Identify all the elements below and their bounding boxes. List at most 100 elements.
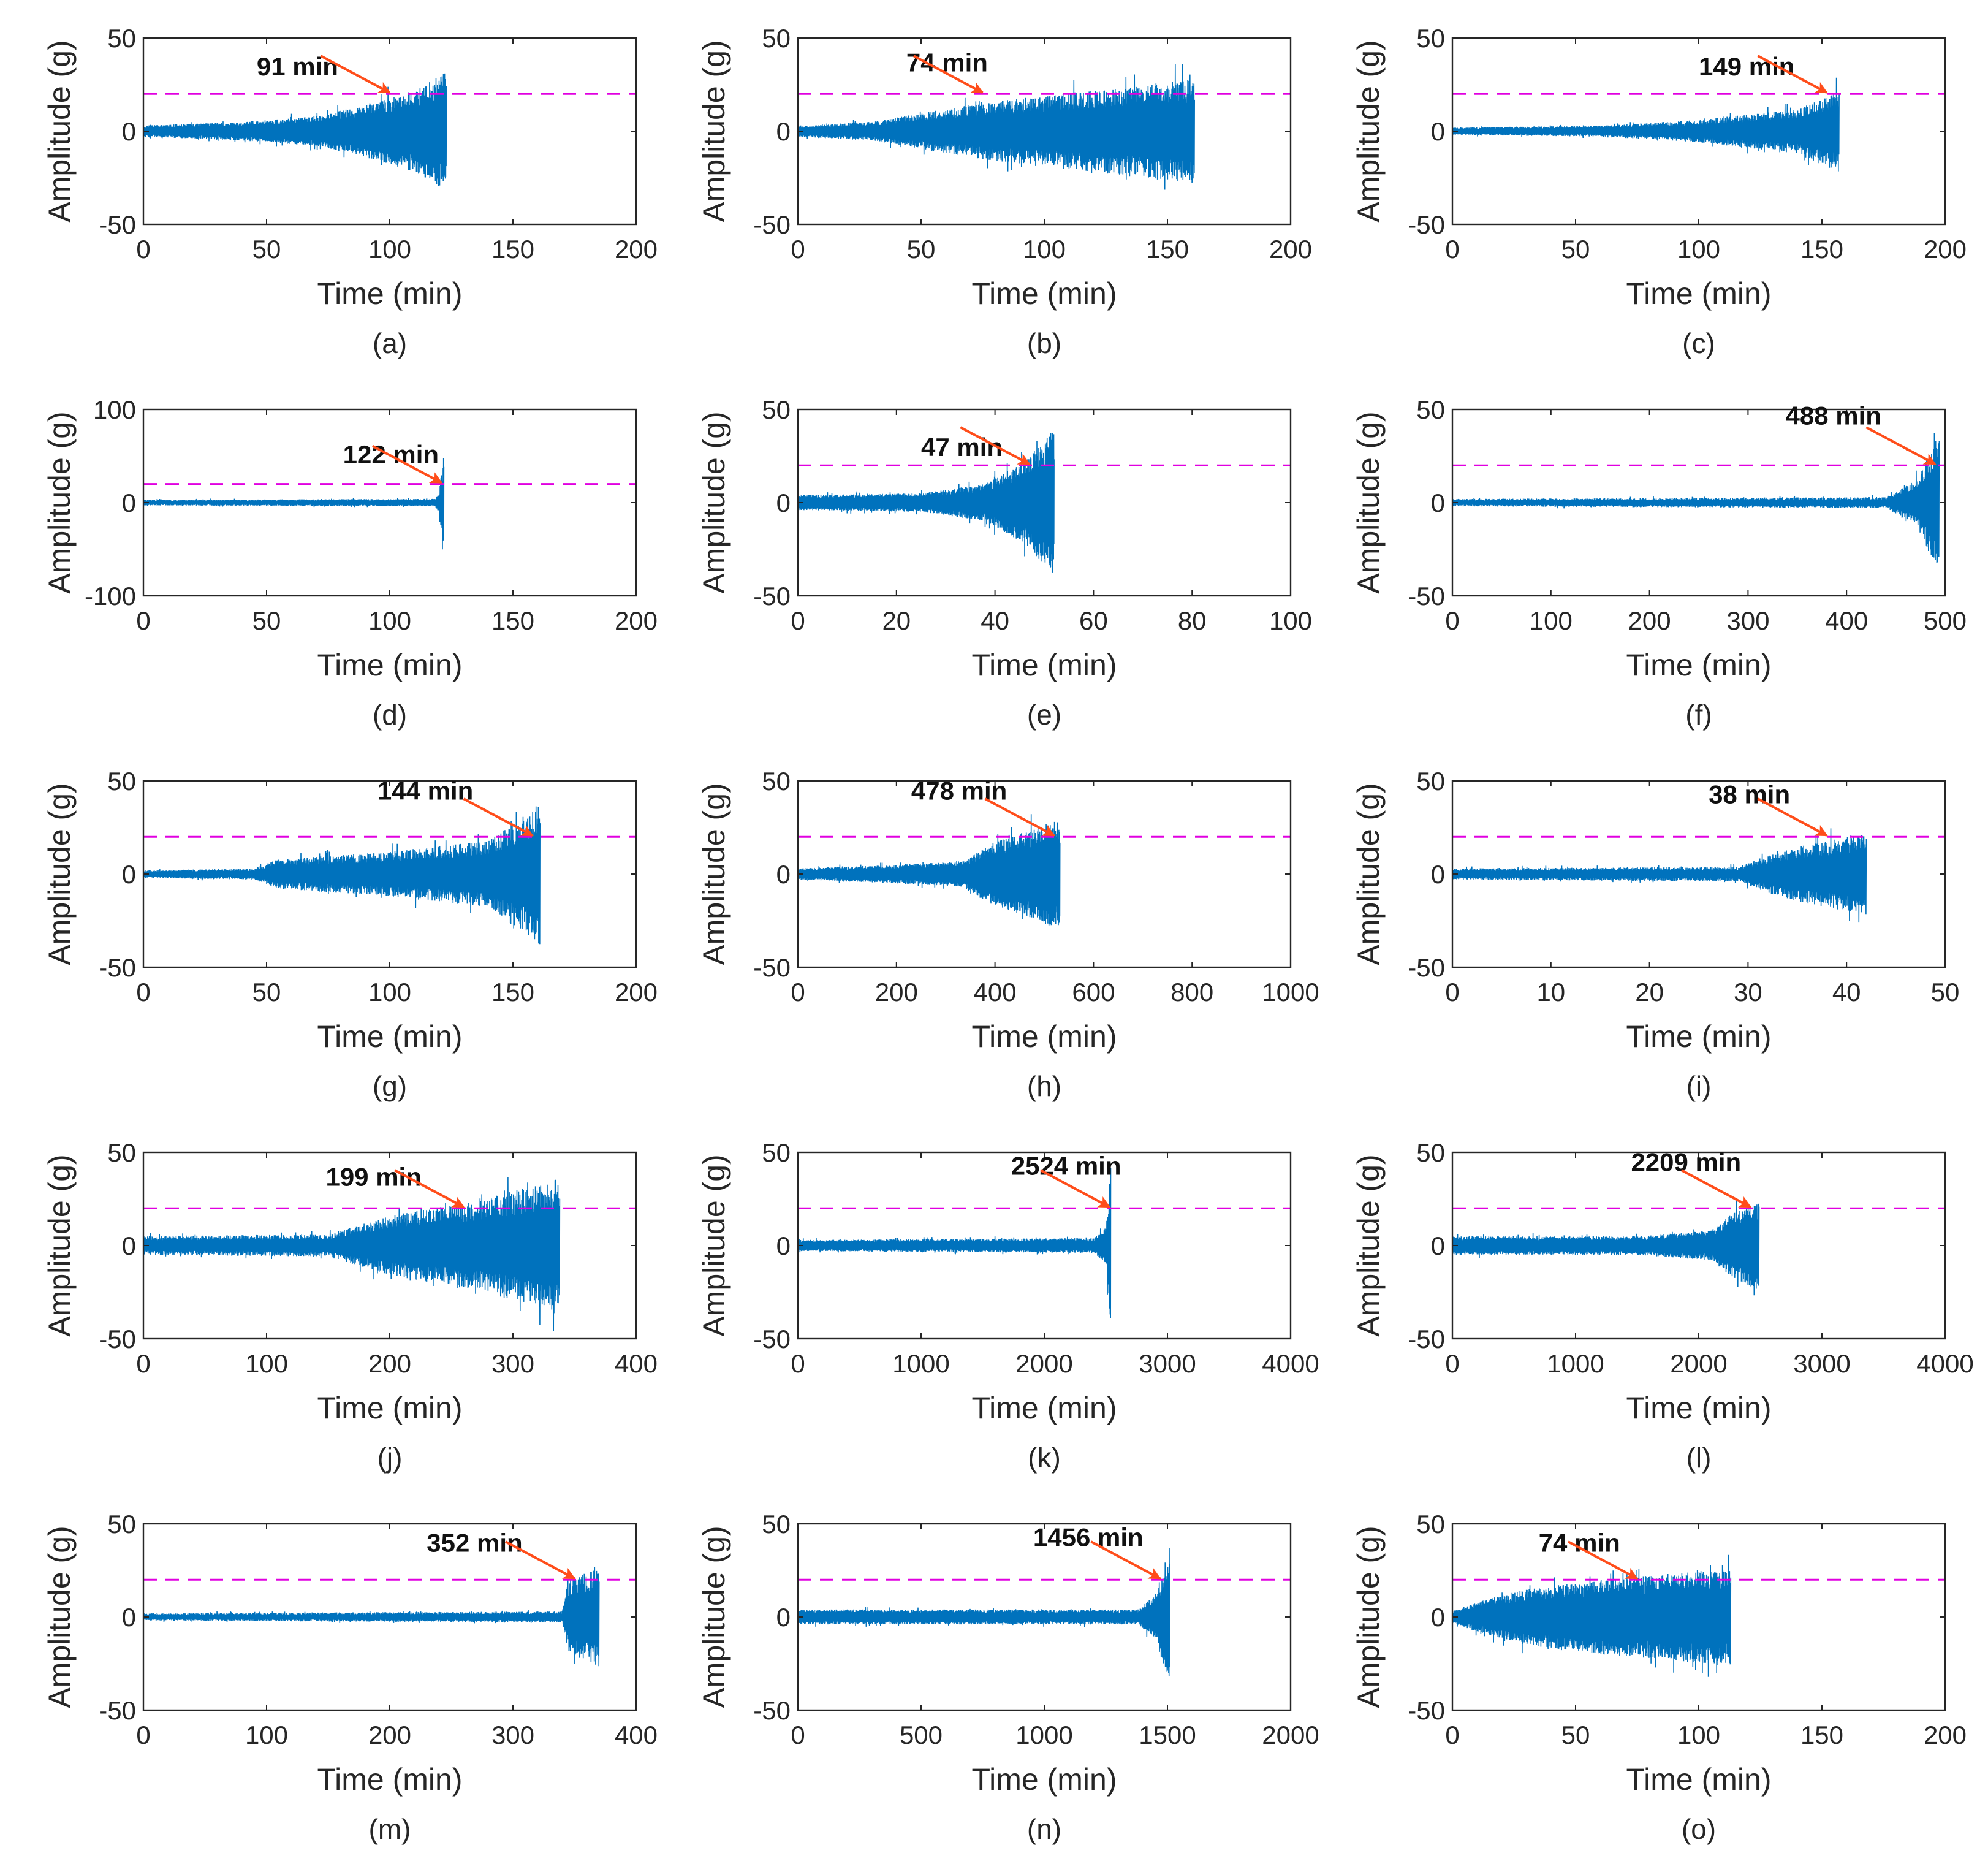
y-axis-label: Amplitude (g) <box>1351 1154 1386 1336</box>
signal-trace <box>1452 1554 1732 1677</box>
y-tick-label: 50 <box>1416 767 1445 796</box>
y-tick-label: 50 <box>107 767 136 796</box>
x-tick-label: 0 <box>791 1349 805 1378</box>
x-tick-label: 20 <box>1635 978 1664 1006</box>
x-tick-label: 400 <box>974 978 1017 1006</box>
x-tick-label: 50 <box>252 235 281 264</box>
y-tick-label: -50 <box>99 1325 136 1353</box>
y-tick-label: 0 <box>776 489 791 517</box>
y-tick-label: 50 <box>1416 395 1445 424</box>
panel-label: (j) <box>377 1442 403 1474</box>
y-axis-label: Amplitude (g) <box>1351 40 1386 222</box>
annotation-arrow <box>1680 1169 1752 1208</box>
annotation-arrow <box>463 797 534 837</box>
annotation-label: 149 min <box>1699 52 1794 81</box>
annotation-label: 2524 min <box>1011 1151 1121 1180</box>
x-tick-label: 3000 <box>1793 1349 1850 1378</box>
panel-label: (i) <box>1686 1070 1712 1102</box>
x-tick-label: 200 <box>1924 235 1967 264</box>
annotation-arrow <box>1090 1540 1161 1580</box>
annotation-arrow <box>320 55 391 94</box>
y-axis-label: Amplitude (g) <box>42 783 77 965</box>
x-tick-label: 0 <box>136 978 150 1006</box>
y-tick-label: 0 <box>1431 489 1445 517</box>
x-tick-label: 100 <box>368 978 411 1006</box>
annotation-label: 47 min <box>921 433 1003 462</box>
y-tick-label: 50 <box>1416 24 1445 53</box>
annotation-arrow <box>394 1169 465 1208</box>
y-tick-label: 50 <box>762 395 791 424</box>
x-tick-label: 150 <box>1146 235 1189 264</box>
x-tick-label: 150 <box>491 606 534 635</box>
annotation-label: 478 min <box>911 776 1007 805</box>
x-tick-label: 0 <box>1445 1721 1459 1749</box>
annotation-arrow <box>1757 55 1828 94</box>
x-axis-label: Time (min) <box>971 276 1117 311</box>
y-tick-label: -50 <box>1408 582 1445 611</box>
annotation-arrow <box>1567 1540 1639 1580</box>
x-tick-label: 0 <box>136 235 150 264</box>
x-tick-label: 0 <box>136 606 150 635</box>
x-tick-label: 50 <box>252 606 281 635</box>
panel-label: (e) <box>1027 699 1061 731</box>
x-axis-label: Time (min) <box>317 1391 462 1425</box>
y-axis-label: Amplitude (g) <box>42 40 77 222</box>
signal-trace <box>143 458 445 550</box>
x-axis-label: Time (min) <box>317 276 462 311</box>
annotation-label: 38 min <box>1709 780 1790 808</box>
y-axis-label: Amplitude (g) <box>42 411 77 593</box>
x-tick-label: 100 <box>1677 1721 1720 1749</box>
x-tick-label: 30 <box>1734 978 1762 1006</box>
annotation-arrow <box>371 444 443 484</box>
y-tick-label: 0 <box>1431 860 1445 889</box>
x-tick-label: 200 <box>1628 606 1671 635</box>
panel-label: (o) <box>1682 1813 1716 1845</box>
x-tick-label: 400 <box>615 1349 658 1378</box>
x-tick-label: 60 <box>1079 606 1108 635</box>
panel-label: (g) <box>373 1070 407 1102</box>
x-tick-label: 2000 <box>1670 1349 1727 1378</box>
y-tick-label: -50 <box>99 1696 136 1725</box>
x-tick-label: 4000 <box>1916 1349 1973 1378</box>
panel-label: (f) <box>1685 699 1712 731</box>
x-tick-label: 600 <box>1072 978 1115 1006</box>
signal-trace <box>143 73 447 186</box>
x-tick-label: 300 <box>491 1349 534 1378</box>
x-tick-label: 800 <box>1170 978 1213 1006</box>
x-axis-label: Time (min) <box>971 1762 1117 1797</box>
signal-trace <box>797 814 1061 926</box>
x-tick-label: 100 <box>368 235 411 264</box>
y-tick-label: -50 <box>753 1325 791 1353</box>
annotation-arrow <box>912 55 984 94</box>
x-axis-label: Time (min) <box>317 648 462 682</box>
y-tick-label: 0 <box>776 1231 791 1260</box>
x-axis-label: Time (min) <box>1626 648 1771 682</box>
y-axis-label: Amplitude (g) <box>1351 411 1386 593</box>
annotation-arrow <box>1865 426 1937 465</box>
y-tick-label: 0 <box>122 1603 136 1632</box>
x-tick-label: 2000 <box>1015 1349 1072 1378</box>
y-tick-label: -50 <box>753 582 791 611</box>
x-axis-label: Time (min) <box>971 1019 1117 1054</box>
x-tick-label: 50 <box>1561 235 1590 264</box>
y-tick-label: 50 <box>107 24 136 53</box>
x-tick-label: 50 <box>1561 1721 1590 1749</box>
x-tick-label: 150 <box>491 235 534 264</box>
y-axis-label: Amplitude (g) <box>42 1154 77 1336</box>
y-tick-label: 50 <box>107 1138 136 1167</box>
x-tick-label: 1000 <box>1547 1349 1604 1378</box>
y-tick-label: 0 <box>122 860 136 889</box>
y-tick-label: -50 <box>1408 210 1445 239</box>
x-tick-label: 0 <box>791 235 805 264</box>
x-tick-label: 10 <box>1536 978 1565 1006</box>
x-tick-label: 200 <box>615 606 658 635</box>
